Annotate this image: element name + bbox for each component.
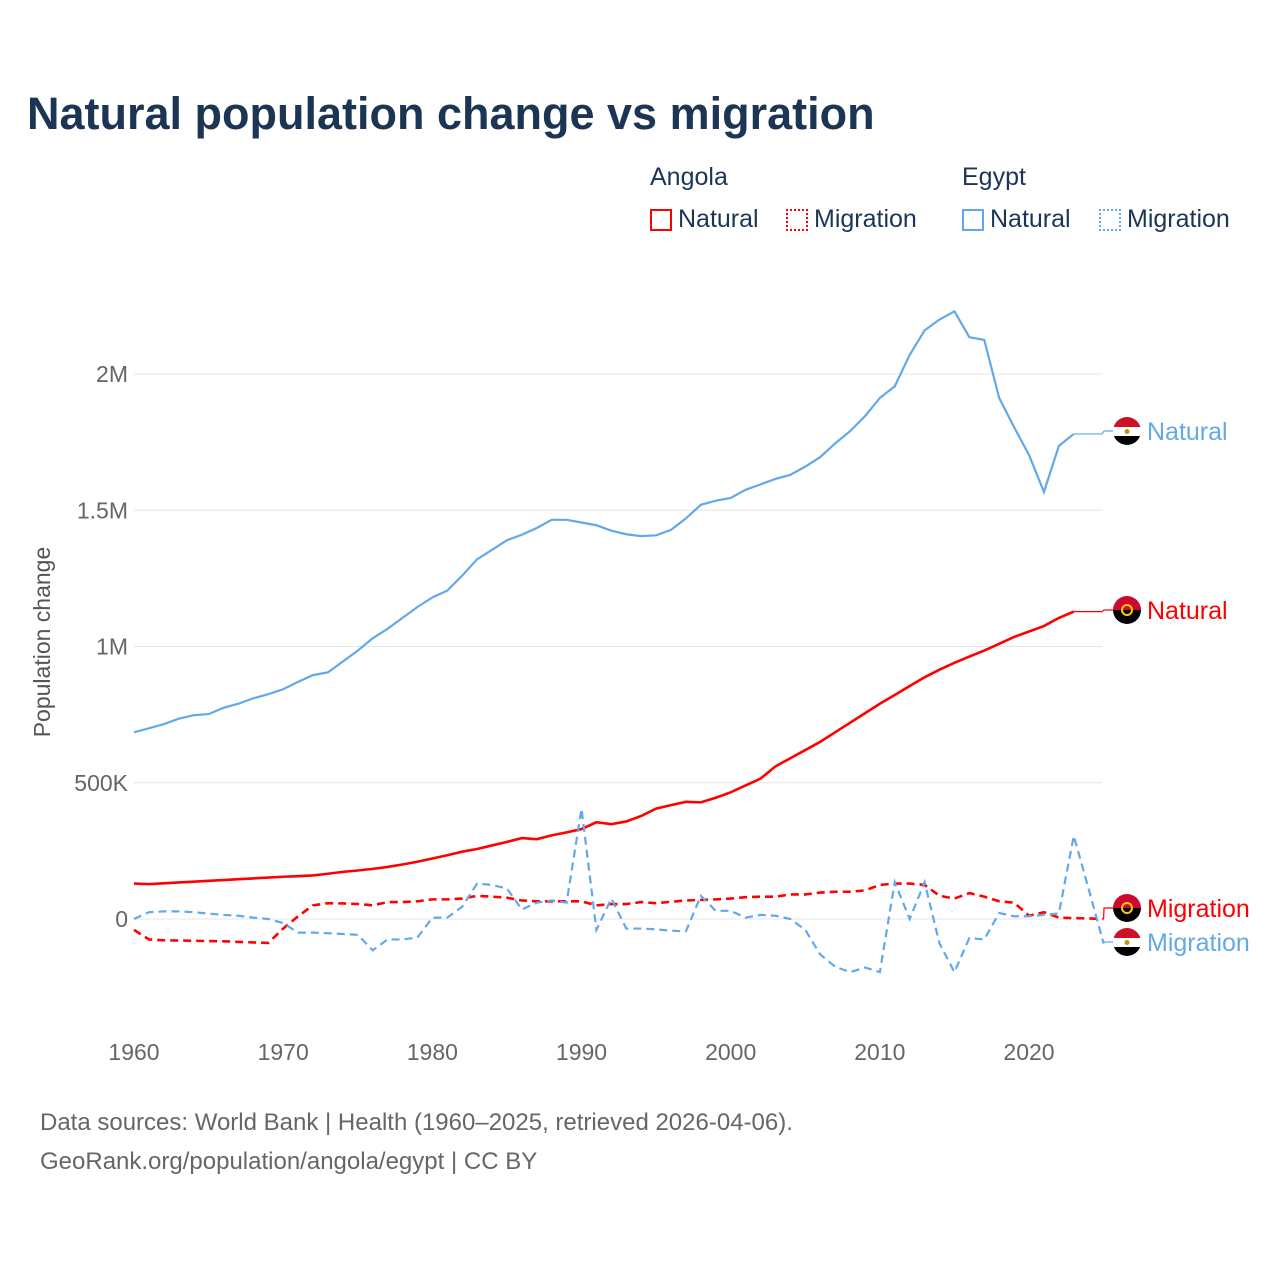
flag-emblem	[1124, 429, 1130, 434]
legend-egypt-migration[interactable]: Migration	[1099, 205, 1230, 234]
flag-emblem	[1124, 940, 1130, 945]
end-label: Migration	[1147, 929, 1250, 957]
legend-swatch-solid-blue	[962, 208, 984, 231]
footer-link[interactable]: GeoRank.org/population/angola/egypt | CC…	[40, 1148, 538, 1175]
legend-group-egypt: Egypt	[962, 163, 1026, 191]
series-line-egypt-natural	[133, 309, 1075, 734]
series-line-angola-migration	[133, 882, 1104, 945]
legend-swatch-dotted-blue	[1099, 208, 1121, 231]
legend-swatch-solid-red	[650, 208, 672, 231]
x-tick-label: 2000	[705, 1039, 756, 1065]
legend-angola-natural[interactable]: Natural	[650, 205, 759, 234]
angola-flag-icon	[1113, 894, 1141, 922]
footer-sources: Data sources: World Bank | Health (1960–…	[40, 1109, 793, 1136]
end-label: Migration	[1147, 895, 1250, 923]
legend-swatch-dotted-red	[786, 208, 808, 231]
egypt-flag-icon	[1113, 417, 1141, 445]
y-axis-label: Population change	[29, 547, 55, 738]
y-tick-label: 0	[115, 906, 128, 932]
legend-angola-migration[interactable]: Migration	[786, 205, 917, 234]
y-tick-label: 2M	[96, 361, 128, 387]
flag-stripe	[1113, 947, 1141, 956]
flag-stripe	[1113, 610, 1141, 624]
flag-stripe	[1113, 596, 1141, 610]
y-tick-label: 500K	[74, 770, 128, 796]
y-tick-label: 1.5M	[77, 497, 128, 523]
flag-stripe	[1113, 417, 1141, 427]
legend-group-angola: Angola	[650, 163, 728, 191]
x-tick-label: 2020	[1003, 1039, 1054, 1065]
end-label: Natural	[1147, 418, 1228, 446]
x-tick-label: 1980	[407, 1039, 458, 1065]
legend-label: Natural	[678, 205, 759, 233]
flag-stripe	[1113, 908, 1141, 922]
x-tick-label: 1960	[108, 1039, 159, 1065]
angola-flag-icon	[1113, 596, 1141, 624]
series-line-angola-natural	[133, 610, 1075, 886]
label-connector	[1073, 430, 1114, 435]
series-line-egypt-migration	[133, 808, 1105, 975]
legend-egypt-natural[interactable]: Natural	[962, 205, 1071, 234]
flag-stripe	[1113, 928, 1141, 938]
flag-emblem	[1121, 902, 1133, 914]
chart-title: Natural population change vs migration	[27, 88, 875, 139]
legend-label: Migration	[814, 205, 917, 233]
legend-label: Natural	[990, 205, 1071, 233]
legend-label: Migration	[1127, 205, 1230, 233]
x-tick-label: 1970	[258, 1039, 309, 1065]
egypt-flag-icon	[1113, 928, 1141, 956]
flag-emblem	[1121, 604, 1133, 616]
label-connector	[1103, 907, 1114, 920]
x-tick-label: 1990	[556, 1039, 607, 1065]
label-connector	[1073, 609, 1114, 613]
x-tick-label: 2010	[854, 1039, 905, 1065]
flag-stripe	[1113, 894, 1141, 908]
flag-stripe	[1113, 436, 1141, 445]
end-label: Natural	[1147, 597, 1228, 625]
y-tick-label: 1M	[96, 634, 128, 660]
label-connector	[1103, 941, 1114, 944]
